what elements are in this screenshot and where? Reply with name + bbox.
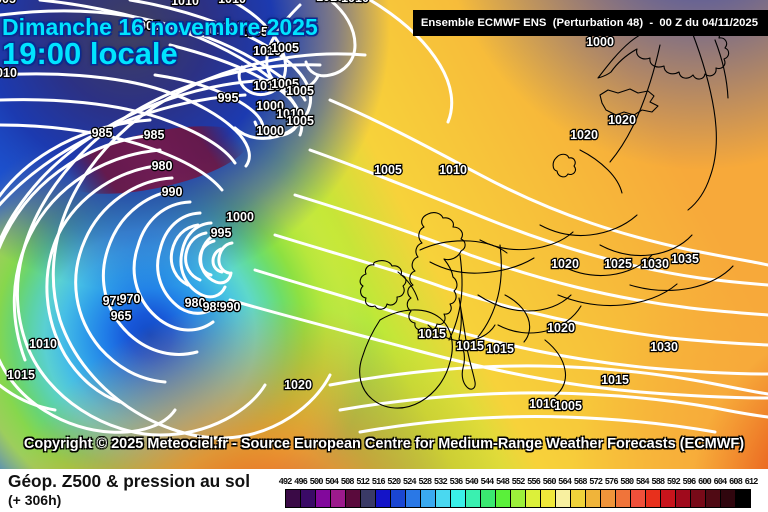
svg-text:1030: 1030: [650, 340, 678, 354]
svg-text:1000: 1000: [226, 210, 254, 224]
svg-text:1005: 1005: [374, 163, 402, 177]
svg-text:995: 995: [211, 226, 232, 240]
svg-text:1015: 1015: [456, 339, 484, 353]
svg-text:990: 990: [162, 185, 183, 199]
svg-text:1010: 1010: [341, 0, 369, 5]
svg-text:1010: 1010: [316, 0, 344, 4]
svg-text:1010: 1010: [529, 397, 557, 411]
svg-text:1020: 1020: [284, 378, 312, 392]
svg-text:1015: 1015: [486, 342, 514, 356]
svg-text:1010: 1010: [171, 0, 199, 8]
svg-text:1035: 1035: [671, 252, 699, 266]
svg-text:1030: 1030: [641, 257, 669, 271]
svg-text:985: 985: [144, 128, 165, 142]
svg-text:1005: 1005: [286, 84, 314, 98]
svg-text:1015: 1015: [601, 373, 629, 387]
svg-text:1015: 1015: [418, 327, 446, 341]
svg-text:1000: 1000: [586, 35, 614, 49]
svg-text:1010: 1010: [439, 163, 467, 177]
svg-text:1025: 1025: [604, 257, 632, 271]
svg-text:995: 995: [218, 91, 239, 105]
svg-text:1005: 1005: [0, 0, 16, 6]
svg-text:980: 980: [152, 159, 173, 173]
svg-text:1010: 1010: [218, 0, 246, 6]
svg-text:1020: 1020: [608, 113, 636, 127]
svg-text:990: 990: [220, 300, 241, 314]
svg-text:1010: 1010: [29, 337, 57, 351]
svg-text:1020: 1020: [547, 321, 575, 335]
svg-text:970: 970: [120, 292, 141, 306]
svg-text:1005: 1005: [271, 41, 299, 55]
svg-text:1020: 1020: [570, 128, 598, 142]
svg-text:1005: 1005: [286, 114, 314, 128]
svg-text:1000: 1000: [256, 124, 284, 138]
svg-text:985: 985: [92, 126, 113, 140]
svg-text:1015: 1015: [7, 368, 35, 382]
svg-text:1005: 1005: [554, 399, 582, 413]
svg-text:965: 965: [111, 309, 132, 323]
svg-text:1020: 1020: [551, 257, 579, 271]
